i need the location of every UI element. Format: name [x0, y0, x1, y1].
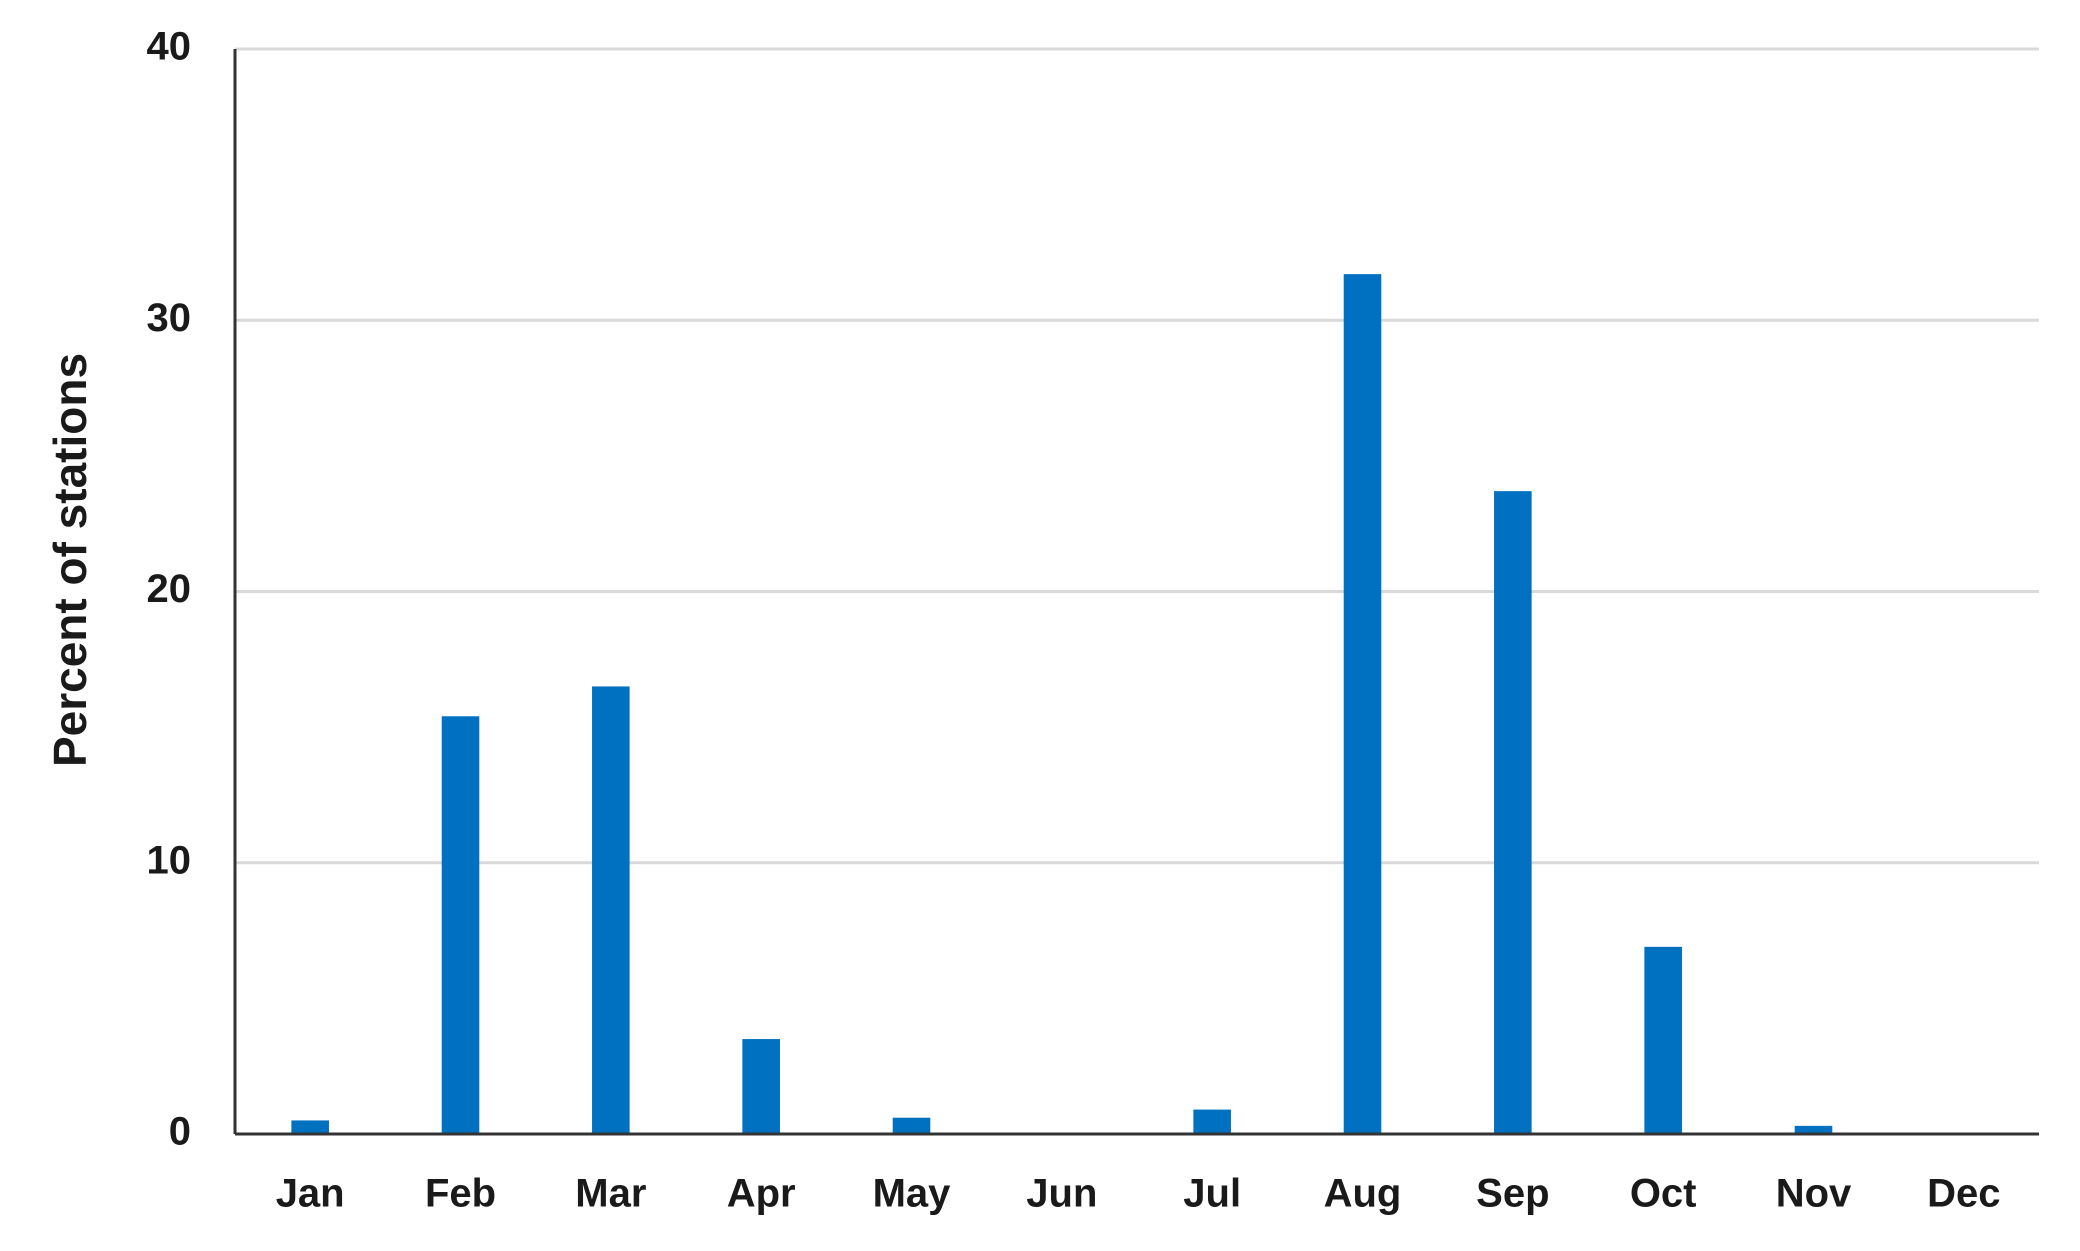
y-tick-label: 30 — [147, 296, 192, 340]
bar — [742, 1039, 780, 1134]
x-tick-label: Jul — [1183, 1172, 1241, 1216]
x-tick-label: Aug — [1324, 1172, 1402, 1216]
y-tick-label: 20 — [147, 567, 192, 611]
bar — [1343, 274, 1382, 1134]
x-tick-label: May — [873, 1172, 952, 1216]
y-tick-label: 10 — [147, 838, 192, 882]
x-tick-label: Feb — [425, 1172, 496, 1216]
bar — [441, 716, 480, 1134]
x-tick-label: Apr — [727, 1172, 796, 1216]
bar — [1644, 946, 1682, 1134]
bar — [291, 1120, 329, 1134]
x-tick-label: Jan — [276, 1172, 345, 1216]
y-tick-label: 0 — [169, 1110, 191, 1154]
x-tick-label: Nov — [1776, 1172, 1852, 1216]
x-tick-label: Jun — [1026, 1172, 1097, 1216]
bar — [1494, 491, 1532, 1134]
bar — [1193, 1109, 1231, 1134]
bar — [1794, 1125, 1833, 1134]
x-tick-label: Oct — [1630, 1172, 1697, 1216]
x-tick-label: Sep — [1476, 1172, 1549, 1216]
x-tick-label: Dec — [1927, 1172, 2000, 1216]
y-axis-title: Percent of stations — [44, 353, 96, 767]
y-tick-label: 40 — [147, 25, 192, 69]
bar — [592, 686, 630, 1134]
x-tick-label: Mar — [575, 1172, 646, 1216]
bar — [892, 1117, 931, 1134]
